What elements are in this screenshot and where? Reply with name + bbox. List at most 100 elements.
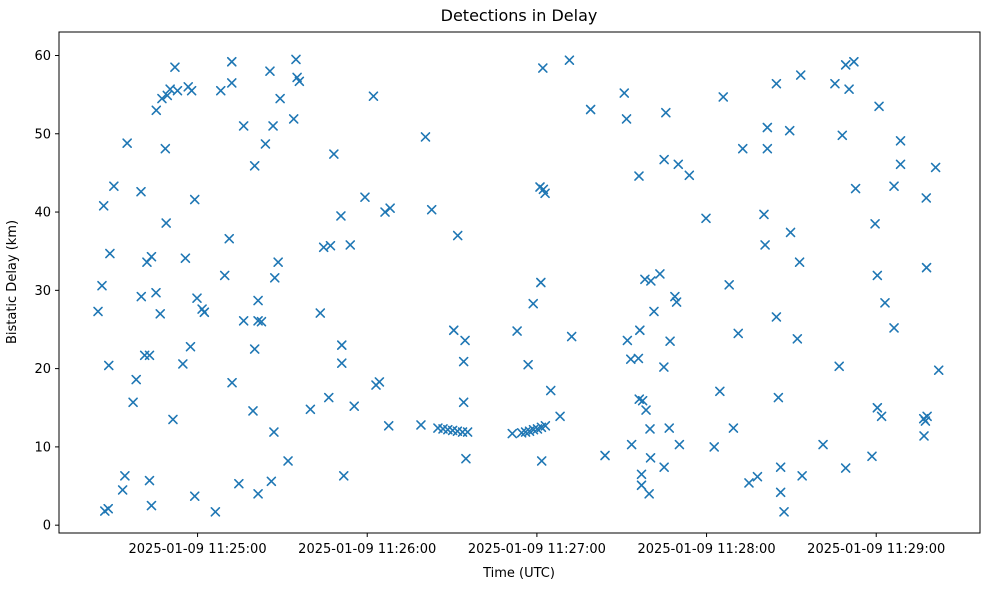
data-point-marker bbox=[636, 480, 647, 491]
data-point-marker bbox=[771, 312, 782, 322]
data-point-marker bbox=[880, 298, 890, 308]
data-point-marker bbox=[661, 107, 671, 118]
data-point-marker bbox=[160, 143, 171, 154]
data-point-marker bbox=[718, 92, 729, 102]
data-point-marker bbox=[192, 293, 202, 303]
data-point-marker bbox=[146, 251, 157, 262]
data-point-marker bbox=[673, 159, 684, 170]
data-point-marker bbox=[876, 411, 887, 422]
data-point-marker bbox=[416, 420, 426, 430]
data-point-marker bbox=[109, 181, 119, 192]
data-point-marker bbox=[540, 420, 551, 431]
data-point-marker bbox=[585, 104, 596, 115]
data-point-marker bbox=[635, 325, 645, 336]
y-tick-label: 40 bbox=[34, 206, 51, 221]
data-point-marker bbox=[709, 442, 719, 452]
data-point-marker bbox=[226, 78, 237, 88]
data-point-marker bbox=[144, 475, 155, 486]
scatter-points bbox=[93, 54, 944, 517]
data-point-marker bbox=[168, 414, 178, 425]
data-point-marker bbox=[671, 297, 682, 307]
data-point-marker bbox=[186, 85, 197, 96]
data-point-marker bbox=[555, 411, 565, 422]
data-point-marker bbox=[385, 203, 395, 213]
data-point-marker bbox=[461, 453, 471, 464]
data-point-marker bbox=[294, 76, 305, 87]
data-point-marker bbox=[840, 60, 851, 70]
data-point-marker bbox=[545, 385, 556, 396]
data-point-marker bbox=[701, 213, 711, 224]
data-point-marker bbox=[178, 359, 188, 369]
data-point-marker bbox=[674, 439, 685, 450]
data-point-marker bbox=[849, 56, 859, 67]
data-point-marker bbox=[794, 257, 805, 267]
data-point-marker bbox=[151, 287, 161, 298]
data-point-marker bbox=[634, 171, 644, 181]
data-point-marker bbox=[540, 188, 550, 199]
data-point-marker bbox=[170, 62, 180, 73]
data-point-marker bbox=[659, 154, 669, 165]
data-point-marker bbox=[199, 307, 210, 318]
data-point-marker bbox=[185, 341, 196, 352]
data-point-marker bbox=[600, 450, 610, 461]
data-point-marker bbox=[155, 309, 166, 319]
data-point-marker bbox=[724, 280, 734, 290]
y-tick-label: 60 bbox=[34, 49, 51, 64]
y-axis-label: Bistatic Delay (km) bbox=[5, 220, 20, 344]
data-point-marker bbox=[795, 70, 806, 80]
data-point-marker bbox=[844, 84, 854, 94]
x-tick-label: 2025-01-09 11:29:00 bbox=[807, 542, 945, 557]
data-point-marker bbox=[248, 406, 258, 416]
data-point-marker bbox=[874, 101, 884, 112]
data-point-marker bbox=[275, 93, 285, 104]
data-point-marker bbox=[189, 491, 200, 502]
data-point-marker bbox=[659, 362, 669, 372]
data-point-marker bbox=[238, 316, 249, 326]
x-axis-label: Time (UTC) bbox=[482, 566, 555, 581]
data-point-marker bbox=[458, 397, 469, 408]
data-point-marker bbox=[622, 335, 633, 346]
chart-title: Detections in Delay bbox=[441, 6, 598, 25]
data-point-marker bbox=[889, 181, 899, 192]
data-point-marker bbox=[291, 54, 301, 65]
data-point-marker bbox=[146, 500, 157, 511]
axes-spines bbox=[58, 31, 981, 534]
data-point-marker bbox=[636, 469, 647, 480]
data-point-marker bbox=[383, 420, 394, 431]
data-point-marker bbox=[646, 276, 656, 286]
data-point-marker bbox=[151, 105, 162, 116]
data-point-marker bbox=[448, 325, 459, 336]
data-point-marker bbox=[785, 227, 796, 238]
data-point-marker bbox=[644, 489, 654, 499]
x-tick-label: 2025-01-09 11:25:00 bbox=[129, 542, 267, 557]
data-point-marker bbox=[103, 360, 114, 371]
data-point-marker bbox=[655, 269, 665, 279]
data-point-marker bbox=[523, 359, 533, 370]
data-point-marker bbox=[715, 386, 725, 397]
data-point-marker bbox=[930, 162, 941, 173]
data-point-marker bbox=[269, 273, 280, 283]
data-point-marker bbox=[249, 344, 260, 354]
data-point-marker bbox=[775, 462, 786, 473]
data-point-marker bbox=[625, 354, 636, 365]
data-point-marker bbox=[921, 193, 932, 203]
data-point-marker bbox=[266, 476, 277, 487]
data-point-marker bbox=[117, 485, 128, 495]
data-point-marker bbox=[323, 392, 334, 403]
data-point-marker bbox=[349, 401, 360, 411]
data-point-marker bbox=[253, 316, 263, 326]
data-point-marker bbox=[215, 85, 226, 96]
x-tick-label: 2025-01-09 11:26:00 bbox=[298, 542, 436, 557]
data-point-marker bbox=[775, 487, 786, 498]
data-point-marker bbox=[933, 365, 944, 375]
data-point-marker bbox=[238, 121, 249, 131]
data-point-marker bbox=[564, 55, 575, 65]
data-point-marker bbox=[98, 200, 109, 211]
data-point-marker bbox=[338, 471, 349, 481]
data-point-marker bbox=[224, 233, 235, 244]
data-point-marker bbox=[226, 56, 237, 67]
data-point-marker bbox=[103, 503, 114, 514]
x-axis-ticks: 2025-01-09 11:25:00 2025-01-09 11:26:00 20… bbox=[129, 533, 945, 557]
data-point-marker bbox=[273, 257, 283, 267]
